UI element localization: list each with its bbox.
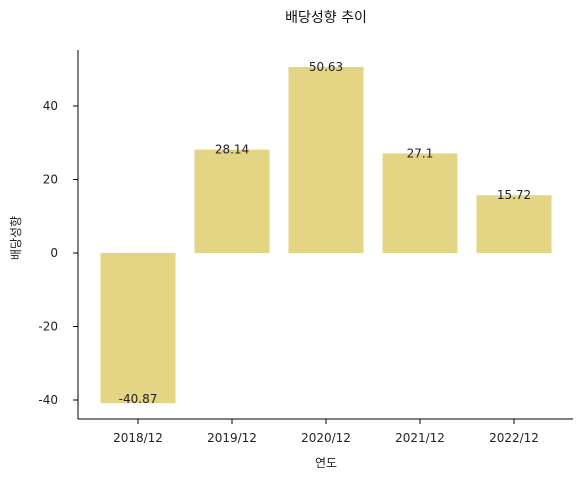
x-tick-label: 2018/12 [113, 431, 163, 445]
chart-title: 배당성향 추이 [285, 10, 367, 26]
bars-layer [100, 66, 552, 404]
data-labels-layer: -40.87 28.14 50.63 27.1 15.72 [119, 60, 532, 406]
bar-2019-12 [194, 149, 270, 253]
data-label: -40.87 [119, 392, 158, 406]
bar-2022-12 [476, 195, 552, 253]
bar-2021-12 [382, 153, 458, 253]
y-tick-label: 0 [50, 246, 58, 260]
y-tick-label: 20 [43, 173, 58, 187]
y-tick-label: -20 [38, 320, 58, 334]
y-tick-label: 40 [43, 99, 58, 113]
data-label: 27.1 [407, 146, 434, 160]
x-tick-label: 2022/12 [489, 431, 539, 445]
data-label: 15.72 [497, 188, 531, 202]
bar-2018-12 [100, 253, 176, 404]
bar-2020-12 [288, 66, 364, 253]
data-label: 50.63 [309, 60, 343, 74]
y-ticks-layer: -40 -20 0 20 40 [38, 99, 78, 407]
y-tick-label: -40 [38, 393, 58, 407]
x-tick-label: 2020/12 [301, 431, 351, 445]
y-axis-label: 배당성향 [9, 216, 23, 260]
x-tick-label: 2019/12 [207, 431, 257, 445]
data-label: 28.14 [215, 143, 249, 157]
x-ticks-layer: 2018/12 2019/12 2020/12 2021/12 2022/12 [113, 419, 539, 445]
x-axis-label: 연도 [315, 456, 337, 470]
x-tick-label: 2021/12 [395, 431, 445, 445]
